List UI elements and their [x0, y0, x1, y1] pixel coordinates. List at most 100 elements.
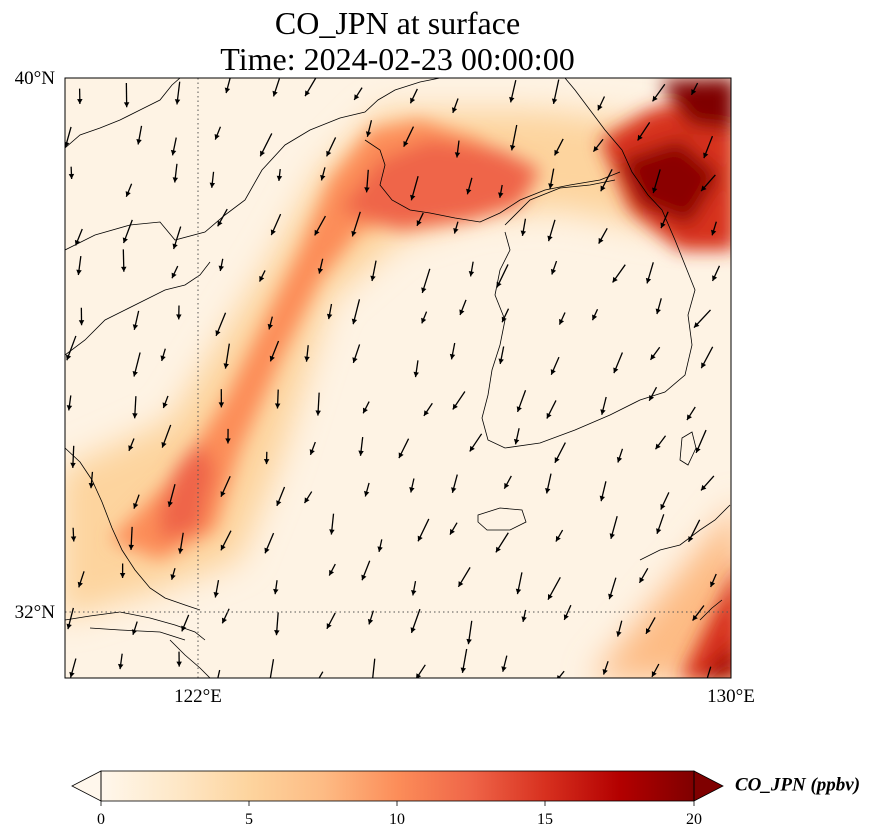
wind-arrow-head: [364, 490, 370, 497]
wind-arrow-head: [451, 107, 458, 113]
wind-arrow-head: [276, 175, 283, 181]
wind-arrow-head: [504, 482, 510, 489]
wind-arrow-head: [651, 671, 657, 677]
wind-arrow-head: [686, 414, 692, 421]
wind-arrow-head: [215, 330, 221, 336]
wind-arrow-head: [466, 638, 472, 645]
wind-arrow-head: [74, 239, 81, 246]
wind-arrow-head: [267, 679, 272, 684]
wind-arrow-head: [65, 141, 70, 148]
wind-arrow-head: [521, 616, 527, 622]
wind-arrow-head: [469, 445, 475, 452]
wind-arrow-head: [320, 174, 326, 181]
wind-arrow-head: [217, 220, 223, 227]
wind-arrow-shaft: [269, 659, 275, 678]
wind-arrow-head: [329, 529, 335, 535]
colorbar-extend-high: [693, 770, 724, 802]
wind-arrow-head: [700, 484, 707, 491]
wind-arrow-head: [270, 229, 276, 236]
gridlines: [65, 78, 731, 678]
wind-arrow-head: [128, 445, 134, 451]
wind-arrow-head: [421, 317, 427, 324]
wind-arrow-head: [68, 173, 75, 179]
wind-arrow-head: [613, 367, 619, 374]
wind-arrow-head: [509, 96, 515, 103]
wind-arrow-head: [703, 152, 709, 159]
wind-arrow-head: [170, 574, 176, 580]
map-frame: [64, 77, 732, 679]
wind-arrow-head: [513, 438, 520, 445]
wind-arrow-head: [649, 395, 655, 401]
wind-arrow-head: [645, 277, 652, 284]
wind-arrow-head: [223, 363, 229, 369]
wind-arrow-head: [701, 185, 707, 192]
wind-arrow-head: [460, 667, 467, 673]
wind-arrow-head: [496, 281, 502, 288]
wind-arrow-head: [215, 679, 220, 684]
wind-arrow-head: [695, 447, 701, 453]
wind-arrow-head: [608, 593, 614, 600]
wind-arrow-head: [377, 546, 383, 552]
wind-arrow-head: [259, 275, 265, 282]
wind-arrow-head: [88, 482, 95, 489]
wind-arrow-head: [495, 546, 501, 553]
wind-arrow-head: [66, 623, 72, 630]
wind-arrow-head: [712, 275, 718, 281]
wind-arrow-head: [688, 536, 694, 542]
wind-arrow-head: [213, 592, 219, 598]
wind-arrow-head: [599, 495, 605, 502]
wind-arrow-head: [367, 618, 374, 625]
wind-arrow-head: [398, 452, 404, 459]
wind-arrow-head: [123, 102, 130, 108]
wind-arrow-head: [220, 544, 226, 551]
wind-arrow-head: [218, 265, 224, 272]
wind-arrow-head: [177, 548, 184, 554]
wind-arrow-head: [132, 371, 138, 377]
wind-arrow-head: [701, 362, 707, 369]
wind-arrow-head: [655, 308, 661, 315]
wind-arrow-head: [167, 501, 173, 507]
wind-arrow-head: [554, 149, 560, 156]
colorbar-gradient: [101, 771, 694, 801]
wind-arrow-head: [645, 628, 651, 634]
wind-arrow-head: [221, 617, 227, 624]
wind-arrow-head: [358, 450, 364, 456]
wind-arrow-head: [409, 487, 415, 493]
plot-title-time: Time: 2024-02-23 00:00:00: [220, 41, 575, 77]
wind-arrow-head: [77, 581, 83, 588]
wind-arrow-head: [452, 403, 458, 410]
wind-arrow-head: [352, 357, 358, 363]
wind-arrow-head: [660, 222, 666, 229]
plot-title-variable: CO_JPN at surface: [274, 5, 521, 41]
wind-arrow-head: [70, 462, 76, 468]
wind-arrow-head: [403, 140, 409, 147]
wind-arrow-head: [354, 94, 360, 100]
wind-arrow-head: [362, 407, 368, 414]
wind-arrow-head: [421, 287, 427, 293]
wind-arrow-head: [498, 192, 504, 198]
wind-arrow-head: [176, 661, 182, 667]
wind-arrow-head: [314, 229, 320, 236]
wind-arrow-head: [161, 441, 167, 448]
wind-arrow-head: [410, 194, 416, 201]
wind-arrow-head: [125, 191, 131, 197]
wind-arrow-head: [555, 535, 561, 542]
wind-arrow-head: [691, 89, 697, 95]
wind-arrow-head: [272, 90, 278, 97]
colorbar-extend-low: [71, 770, 102, 802]
wind-arrow-head: [264, 547, 270, 554]
wind-arrow-head: [269, 355, 275, 362]
wind-arrow-head: [274, 403, 281, 409]
wind-arrow-head: [451, 487, 457, 493]
wind-arrow-head: [220, 491, 226, 497]
wind-arrow-head: [171, 272, 177, 279]
coastlines: [65, 78, 731, 678]
wind-arrow-head: [273, 588, 279, 595]
wind-arrow-head: [639, 577, 645, 583]
wind-arrow-head: [364, 187, 370, 193]
colorbar-tick-15: 15: [537, 811, 553, 828]
wind-arrow-head: [120, 266, 127, 272]
wind-arrow-head: [458, 581, 464, 587]
wind-arrow-head: [660, 503, 666, 510]
wind-arrow-head: [326, 150, 332, 157]
